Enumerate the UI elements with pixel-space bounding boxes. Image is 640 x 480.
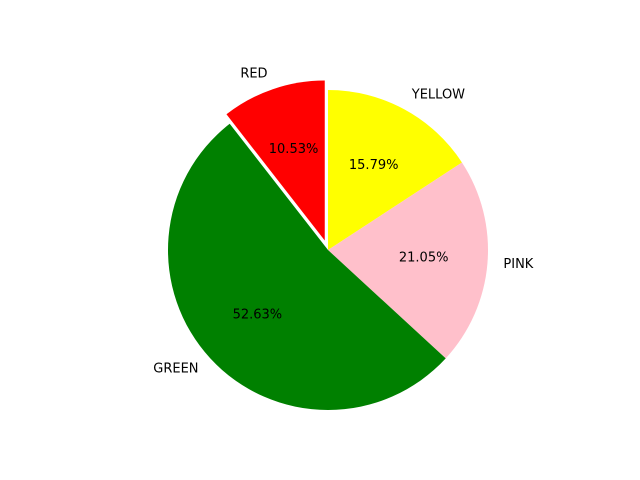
pie-percent-label-red: 10.53% [269, 142, 319, 157]
pie-slices [168, 80, 489, 410]
pie-slice-yellow [328, 90, 462, 250]
pie-category-label-pink: PINK [503, 257, 533, 272]
pie-percent-label-yellow: 15.79% [349, 158, 399, 173]
pie-slice-green [168, 123, 446, 410]
pie-category-label-yellow: YELLOW [411, 88, 465, 103]
pie-percent-label-pink: 21.05% [399, 250, 449, 265]
pie-slice-red [226, 80, 325, 241]
pie-percent-label-green: 52.63% [233, 308, 283, 323]
pie-labels: 15.79% YELLOW 21.05% PINK 52.63% GREEN 10.53% R… [153, 67, 534, 377]
pie-category-label-green: GREEN [153, 362, 198, 377]
pie-slice-pink [328, 162, 489, 359]
pie-category-label-red: RED [240, 67, 267, 82]
